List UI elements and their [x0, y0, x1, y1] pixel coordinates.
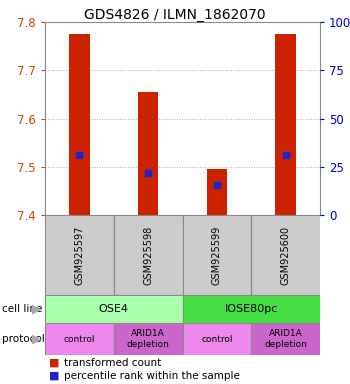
- Text: GDS4826 / ILMN_1862070: GDS4826 / ILMN_1862070: [84, 8, 266, 22]
- Text: ARID1A
depletion: ARID1A depletion: [264, 329, 307, 349]
- Text: ▶: ▶: [32, 333, 42, 346]
- Bar: [251, 323, 320, 355]
- Text: IOSE80pc: IOSE80pc: [225, 304, 278, 314]
- Text: GSM925597: GSM925597: [74, 225, 84, 285]
- Bar: [182, 323, 251, 355]
- Bar: [206, 169, 227, 215]
- Bar: [182, 295, 320, 323]
- Text: control: control: [201, 334, 233, 344]
- Bar: [275, 34, 296, 215]
- Text: cell line: cell line: [2, 304, 42, 314]
- Text: GSM925600: GSM925600: [281, 225, 290, 285]
- Text: percentile rank within the sample: percentile rank within the sample: [64, 371, 240, 381]
- Bar: [45, 323, 114, 355]
- Text: protocol: protocol: [2, 334, 44, 344]
- Bar: [114, 215, 182, 295]
- Bar: [45, 295, 182, 323]
- Text: ▶: ▶: [32, 303, 42, 316]
- Bar: [45, 215, 114, 295]
- Bar: [182, 215, 251, 295]
- Bar: [251, 215, 320, 295]
- Text: GSM925598: GSM925598: [143, 225, 153, 285]
- Text: transformed count: transformed count: [64, 358, 161, 368]
- Text: ■: ■: [49, 358, 59, 368]
- Text: ARID1A
depletion: ARID1A depletion: [127, 329, 169, 349]
- Bar: [114, 323, 182, 355]
- Bar: [69, 34, 90, 215]
- Text: OSE4: OSE4: [99, 304, 129, 314]
- Text: GSM925599: GSM925599: [212, 225, 222, 285]
- Text: ■: ■: [49, 371, 59, 381]
- Bar: [138, 92, 159, 215]
- Text: control: control: [64, 334, 95, 344]
